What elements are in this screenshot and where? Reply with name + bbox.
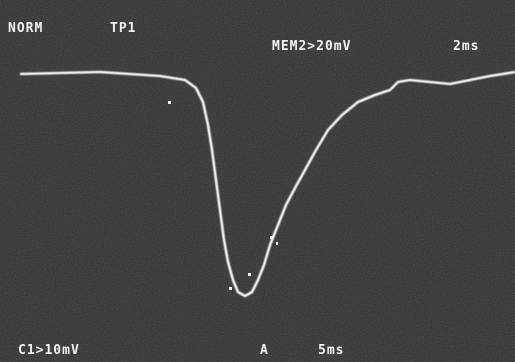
trigger-point-label: TP1 [110, 21, 136, 36]
channel-scale-label: C1>10mV [18, 343, 80, 358]
memory-time-label: 2ms [453, 39, 479, 54]
speckle [270, 236, 273, 239]
speckle [276, 242, 278, 245]
speckle [248, 273, 251, 276]
oscilloscope-screen: NORM TP1 MEM2>20mV 2ms C1>10mV A 5ms [0, 0, 515, 362]
speckle [229, 287, 232, 290]
timebase-label: 5ms [318, 343, 344, 358]
mode-label: NORM [8, 21, 43, 36]
speckle [168, 101, 171, 104]
screen-noise [0, 0, 515, 362]
trigger-source-label: A [260, 343, 269, 358]
memory-scale-label: MEM2>20mV [272, 39, 351, 54]
